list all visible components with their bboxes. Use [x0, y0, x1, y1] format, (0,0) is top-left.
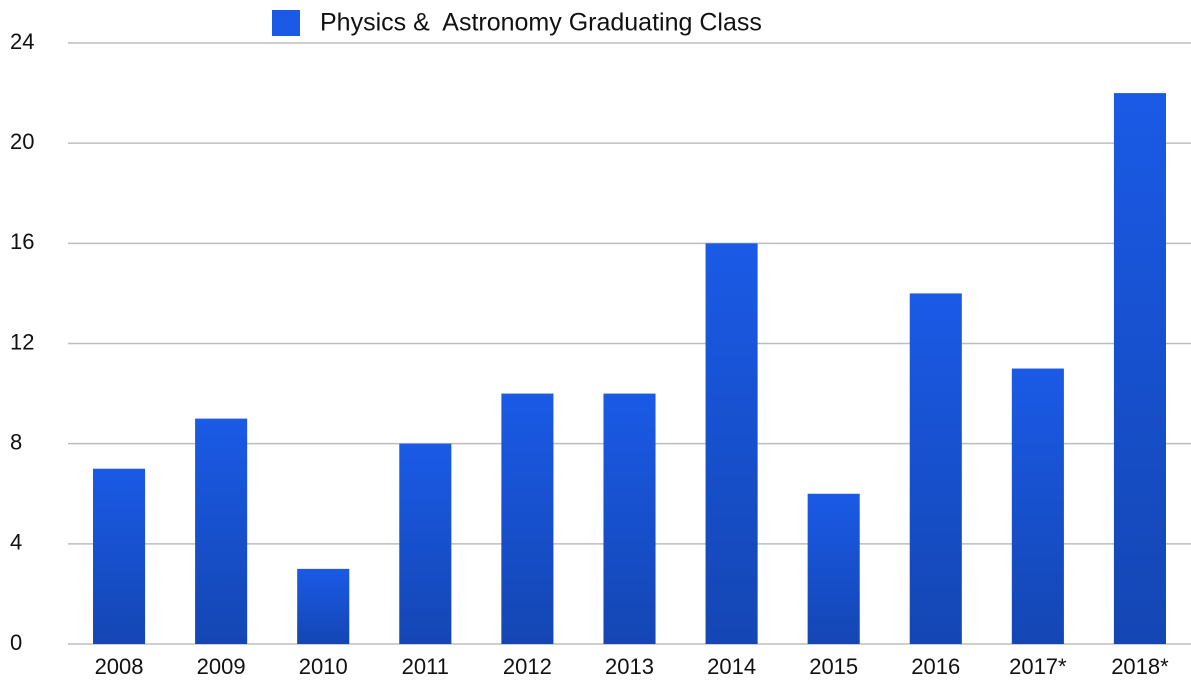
bar	[501, 393, 554, 644]
bar	[195, 418, 248, 644]
y-tick-label: 20	[10, 129, 34, 154]
x-tick-label: 2013	[605, 654, 654, 679]
legend-label: Physics & Astronomy Graduating Class	[320, 9, 762, 37]
bar	[807, 493, 860, 644]
bar	[399, 443, 452, 644]
legend-swatch	[272, 10, 300, 36]
y-tick-label: 16	[10, 229, 34, 254]
x-tick-label: 2017*	[1009, 654, 1067, 679]
bar	[909, 293, 962, 644]
bar	[1113, 93, 1166, 645]
y-tick-label: 12	[10, 329, 34, 354]
bar	[93, 468, 146, 644]
x-tick-label: 2011	[402, 654, 449, 679]
x-tick-label: 2014	[707, 654, 756, 679]
x-tick-label: 2010	[299, 654, 348, 679]
bar	[297, 568, 350, 644]
x-tick-label: 2016	[911, 654, 960, 679]
x-tick-label: 2009	[197, 654, 246, 679]
bar	[603, 393, 656, 644]
y-tick-label: 24	[10, 29, 34, 54]
bar	[1011, 368, 1064, 644]
x-tick-label: 2012	[503, 654, 552, 679]
bar	[705, 243, 758, 645]
y-tick-label: 8	[10, 429, 22, 454]
y-tick-label: 0	[10, 630, 22, 655]
x-tick-label: 2015	[809, 654, 858, 679]
x-tick-label: 2018*	[1111, 654, 1169, 679]
y-tick-label: 4	[10, 530, 22, 555]
x-tick-label: 2008	[95, 654, 144, 679]
